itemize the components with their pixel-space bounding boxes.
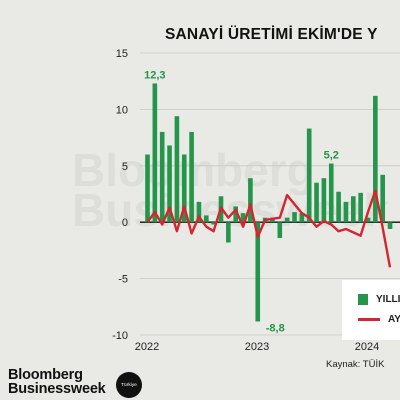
bar	[226, 222, 231, 243]
bar	[211, 222, 216, 225]
x-tick-label: 2023	[245, 341, 269, 353]
y-tick-label: 15	[116, 48, 128, 60]
y-tick-label: 0	[122, 217, 128, 229]
bar	[204, 215, 209, 223]
bar	[159, 131, 165, 223]
legend-label-monthly: AYLI	[388, 314, 400, 325]
bar	[277, 222, 283, 238]
bar	[343, 201, 349, 223]
bar	[328, 163, 334, 223]
y-tick-label: -10	[112, 330, 128, 342]
x-tick-label: 2024	[355, 341, 379, 353]
bar	[255, 222, 261, 322]
bar	[299, 213, 305, 223]
bar	[196, 201, 202, 223]
bar	[358, 192, 363, 223]
x-tick-label: 2022	[135, 341, 159, 353]
data-label: -8,8	[266, 322, 285, 334]
legend-label-yearly: YILLI	[376, 294, 400, 305]
y-tick-label: -5	[118, 274, 128, 286]
bar	[145, 154, 150, 223]
legend-item-monthly: AYLI	[358, 314, 400, 325]
bar	[380, 174, 385, 223]
bar	[351, 196, 356, 223]
y-tick-label: 10	[116, 104, 128, 116]
bar	[292, 212, 297, 223]
legend-item-yearly: YILLI	[358, 294, 400, 305]
brand-line-1: Bloomberg	[8, 367, 83, 383]
bar	[314, 182, 319, 223]
source-note: Kaynak: TÜİK	[326, 359, 385, 370]
data-label: 5,2	[324, 150, 339, 162]
bar	[233, 206, 238, 223]
bar	[152, 83, 158, 223]
bar	[284, 217, 290, 223]
legend-line-swatch	[358, 318, 380, 321]
legend: YILLI AYLI	[342, 280, 400, 340]
bar	[181, 154, 187, 223]
bar	[167, 145, 172, 223]
brand-logo: Bloomberg Businessweek	[8, 367, 106, 397]
brand-line-2: Businessweek	[8, 381, 106, 397]
y-tick-label: 5	[122, 161, 128, 173]
bar	[373, 95, 378, 223]
bar	[174, 116, 180, 223]
bar	[321, 178, 327, 223]
brand-badge: Türkiye	[116, 372, 142, 398]
bar	[240, 213, 246, 223]
bar	[336, 191, 341, 223]
data-label: 12,3	[144, 69, 165, 81]
bar	[365, 217, 371, 223]
chart-title: SANAYİ ÜRETİMİ EKİM'DE Y	[165, 26, 378, 43]
bar	[248, 178, 253, 223]
bar	[387, 222, 393, 229]
bar	[306, 128, 312, 223]
bar	[189, 131, 194, 223]
legend-bar-swatch	[358, 294, 368, 305]
line-series-monthly	[146, 189, 392, 268]
